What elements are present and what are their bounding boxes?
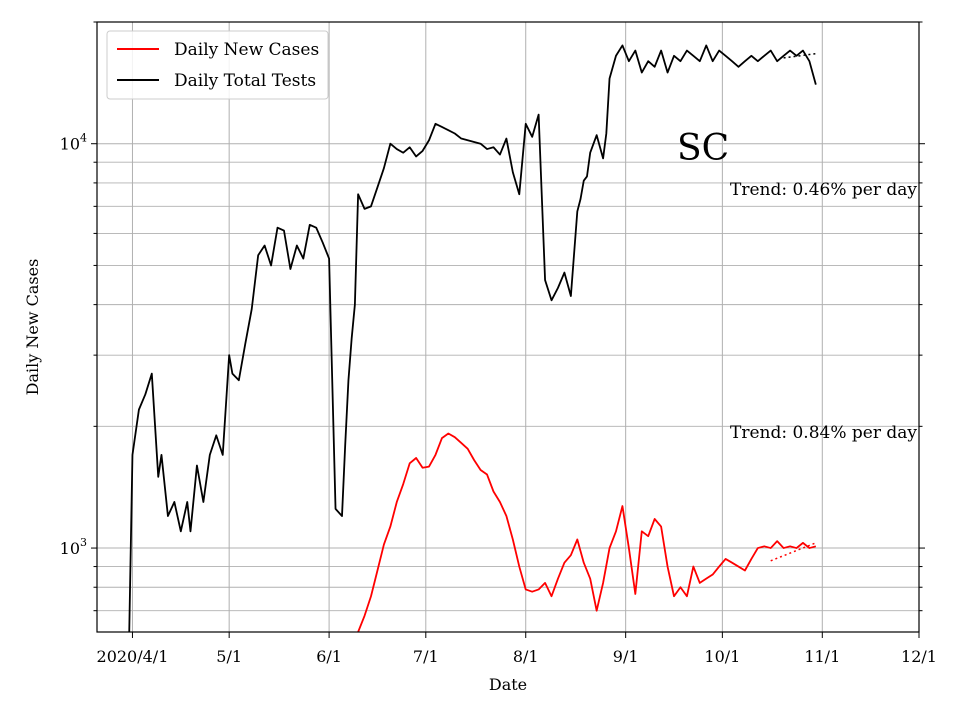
series-line-daily-total-tests [128, 44, 817, 632]
trend-annotation-cases: Trend: 0.84% per day [730, 423, 917, 443]
trend-annotation-tests: Trend: 0.46% per day [730, 180, 917, 200]
legend: Daily New Cases Daily Total Tests [106, 30, 329, 100]
y-tick-label: 104 [60, 132, 87, 154]
y-tick-label: 103 [60, 536, 87, 558]
x-tick-label: 2020/4/1 [97, 647, 169, 666]
trend-line-daily-total-tests [783, 52, 816, 59]
y-tick-base: 10 [60, 539, 80, 558]
x-tick-label: 8/1 [513, 647, 539, 666]
x-axis-title: Date [489, 675, 527, 694]
state-label: SC [677, 128, 729, 169]
x-tick-label: 10/1 [704, 647, 740, 666]
y-tick-exponent: 3 [80, 536, 87, 549]
grid-layer [97, 21, 920, 632]
x-tick-label: 6/1 [316, 647, 342, 666]
legend-label-cases: Daily New Cases [174, 40, 319, 60]
series-line-daily-new-cases [357, 432, 817, 632]
y-axis-title: Daily New Cases [23, 259, 42, 396]
y-tick-exponent: 4 [80, 132, 87, 145]
x-tick-label: 11/1 [804, 647, 840, 666]
y-tick-base: 10 [60, 135, 80, 154]
tick-layer: 2020/4/1 5/1 6/1 7/1 8/1 9/1 10/1 11/1 12/110310… [60, 21, 937, 666]
x-tick-label: 9/1 [613, 647, 639, 666]
x-tick-label: 12/1 [901, 647, 937, 666]
x-tick-label: 7/1 [413, 647, 439, 666]
x-tick-label: 5/1 [216, 647, 242, 666]
legend-box [106, 30, 329, 100]
plot-frame [96, 21, 920, 633]
trend-line-daily-new-cases [770, 542, 817, 562]
legend-label-tests: Daily Total Tests [174, 71, 316, 91]
series-layer [128, 44, 817, 632]
